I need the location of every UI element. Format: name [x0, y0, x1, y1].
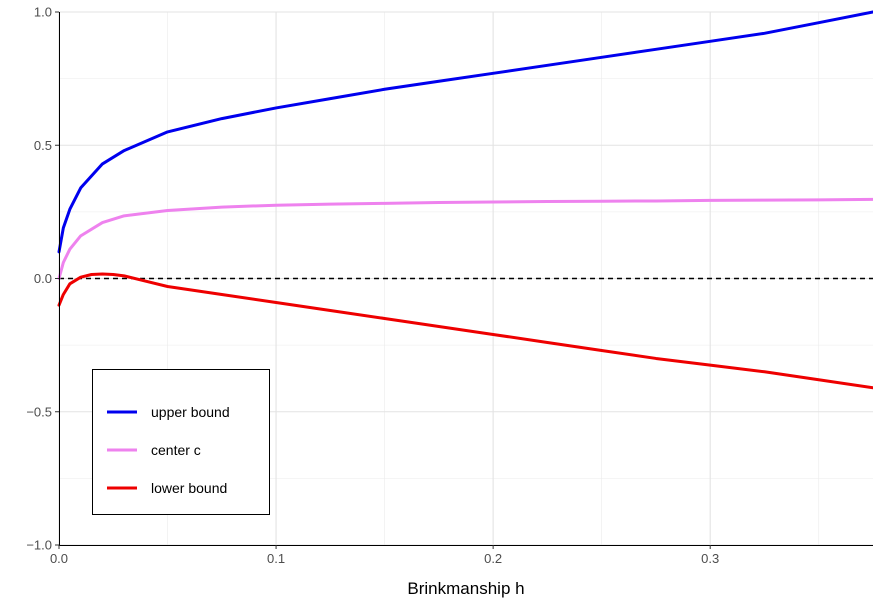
- series-line-upper-bound: [57, 10, 873, 254]
- y-tick-label: −1.0: [26, 538, 52, 553]
- series-line-center-c: [57, 197, 873, 280]
- legend: upper bound center c lower bound: [92, 369, 270, 515]
- x-axis-title: Brinkmanship h: [407, 579, 524, 598]
- y-tick-label: −0.5: [26, 404, 52, 419]
- legend-label-upper-bound: upper bound: [151, 404, 230, 420]
- y-tick-label: 0.5: [34, 138, 52, 153]
- x-tick-label: 0.2: [484, 551, 502, 566]
- x-tick-label: 0.3: [701, 551, 719, 566]
- legend-label-lower-bound: lower bound: [151, 480, 227, 496]
- legend-box: [92, 369, 270, 515]
- series-layer: [57, 10, 873, 390]
- legend-label-center-c: center c: [151, 442, 201, 458]
- ticks: 0.0 0.1 0.2 0.3 −1.0 −0.5 0.0 0.5 1.0: [26, 5, 719, 567]
- x-tick-label: 0.1: [267, 551, 285, 566]
- y-tick-label: 0.0: [34, 271, 52, 286]
- x-tick-label: 0.0: [50, 551, 68, 566]
- series-line-lower-bound: [57, 272, 873, 390]
- y-tick-label: 1.0: [34, 5, 52, 20]
- axes: [59, 12, 873, 546]
